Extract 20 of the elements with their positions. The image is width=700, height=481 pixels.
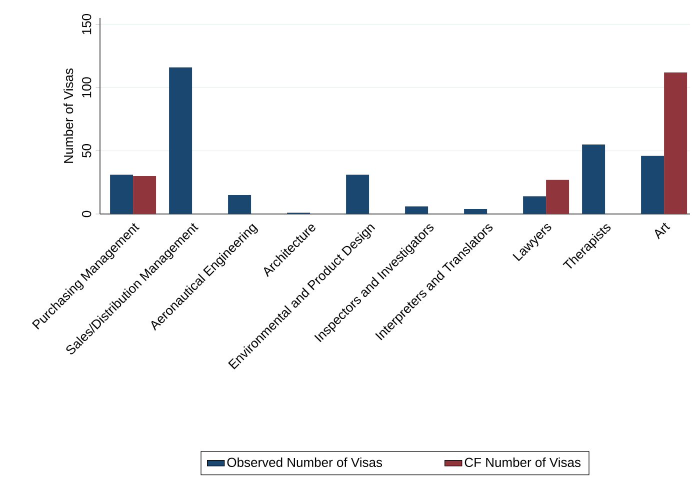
bar — [228, 195, 252, 214]
legend-label: CF Number of Visas — [464, 457, 581, 468]
y-axis-title: Number of Visas — [64, 68, 74, 163]
bar — [664, 72, 688, 214]
bar — [346, 174, 370, 214]
bar — [405, 206, 428, 214]
x-tick-label: Art — [654, 222, 670, 240]
y-tick-label: 0 — [82, 210, 92, 218]
bar — [523, 196, 546, 214]
bar — [546, 180, 570, 214]
legend-label: Observed Number of Visas — [227, 457, 382, 468]
bar — [110, 174, 134, 214]
bar — [133, 176, 156, 214]
bar — [641, 156, 664, 214]
y-tick-label: 100 — [82, 77, 92, 98]
y-tick-label: 150 — [82, 14, 92, 34]
bar — [582, 144, 606, 214]
y-tick-label: 50 — [82, 144, 92, 158]
bar — [464, 208, 488, 214]
bar — [169, 67, 192, 214]
